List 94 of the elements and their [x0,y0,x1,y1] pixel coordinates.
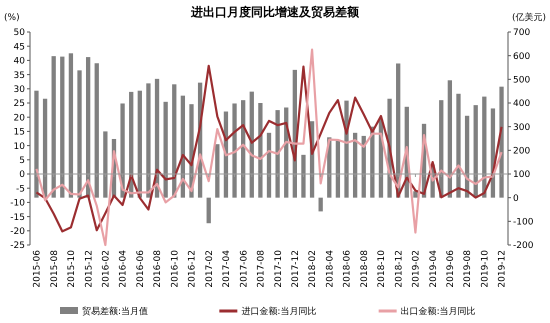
y2-tick-label: 700 [513,28,530,38]
bar [94,63,99,198]
x-tick-label: 2015-10 [67,250,78,288]
y-tick-label: -10 [10,198,26,209]
bar [77,70,82,198]
x-tick-label: 2018-02 [308,250,318,288]
bar [52,56,56,198]
x-tick-label: 2015-06 [32,250,43,288]
y-tick-label: 0 [19,170,26,180]
x-tick-label: 2018-12 [394,250,404,288]
y-tick-label: 50 [14,28,26,38]
x-tick-label: 2019-06 [446,250,456,288]
x-tick-label: 2017-06 [239,250,250,288]
x-tick-label: 2017-12 [290,250,301,288]
bar [456,94,461,198]
x-tick-label: 2019-10 [480,250,490,288]
chart-title: 进出口月度同比增速及贸易差额 [190,5,360,19]
line-series [35,48,503,246]
y2-tick-label: 300 [513,122,530,133]
bar [482,96,486,198]
x-tick-label: 2018-10 [377,250,388,288]
y-tick-label: 10 [14,142,26,152]
y2-tick-label: 600 [513,52,530,62]
bar [180,96,186,198]
y-tick-label: 40 [14,56,26,67]
x-tick-label: 2015-12 [84,250,94,288]
y2-tick-label: 100 [513,170,530,180]
bar [241,100,246,198]
bar [336,140,340,198]
y2-tick-label: -200 [513,241,534,252]
bar [42,98,48,198]
x-tick-label: 2019-12 [498,250,508,288]
bar [362,136,366,198]
x-tick-label: 2017-04 [222,250,232,288]
y-tick-label: 35 [14,70,25,81]
bar [215,144,220,198]
y-axis-title: (%) [4,13,20,23]
x-tick-label: 2017-08 [256,250,267,288]
y2-tick-label: -100 [513,217,534,228]
bar [86,57,90,198]
y2-tick-label: 200 [513,146,530,156]
bar [206,198,211,224]
bar [474,105,478,198]
y-tick-label: 45 [14,42,25,52]
bar [318,198,323,212]
y-tick-label: 30 [14,84,26,95]
x-tick-label: 2016-10 [170,250,180,288]
legend-label: 出口金额:当月同比 [400,306,476,318]
y-tick-label: 5 [19,156,25,166]
y-tick-label: 20 [14,113,26,124]
x-tick-label: 2019-08 [463,250,474,288]
x-tick-label: 2018-04 [325,250,336,288]
bar [352,132,358,198]
x-tick-label: 2016-06 [136,250,146,288]
bar [68,53,74,198]
bar [275,110,280,198]
legend-label: 进口金额:当月同比 [241,306,316,318]
y-tick-label: -15 [10,212,25,223]
bar [301,154,306,198]
bar [250,92,254,198]
x-tick-label: 2016-08 [153,250,164,288]
x-tick-label: 2019-02 [412,250,422,288]
bar [60,56,64,198]
y-tick-label: -20 [10,226,26,237]
y-tick-label: 25 [14,99,25,110]
bar [34,90,39,198]
bar [172,84,176,198]
x-tick-label: 2015-08 [50,250,60,288]
bar [163,102,168,198]
bar [448,80,452,198]
y2-axis-title: (亿美元) [512,12,546,23]
x-tick-label: 2017-10 [274,250,284,288]
line-series [35,64,503,232]
y-tick-label: -25 [10,241,25,252]
x-tick-label: 2019-04 [428,250,439,288]
y2-tick-label: 500 [513,75,530,86]
x-tick-label: 2016-12 [188,250,198,288]
x-tick-label: 2018-06 [342,250,353,288]
x-tick-label: 2016-02 [102,250,112,288]
x-tick-label: 2017-02 [204,250,215,288]
y-tick-label: 15 [14,128,25,138]
legend-label: 贸易差额:当月值 [82,306,148,318]
bar [258,103,263,198]
bar [439,100,444,198]
x-tick-label: 2018-08 [360,250,370,288]
x-tick-label: 2016-04 [118,250,129,288]
bar [129,92,134,198]
y2-tick-label: 400 [513,99,530,110]
bar [103,131,108,198]
y-tick-label: -5 [16,184,25,194]
bar [138,90,142,198]
bar [146,83,151,198]
y2-tick-label: 0 [513,194,519,204]
bar [266,132,272,198]
